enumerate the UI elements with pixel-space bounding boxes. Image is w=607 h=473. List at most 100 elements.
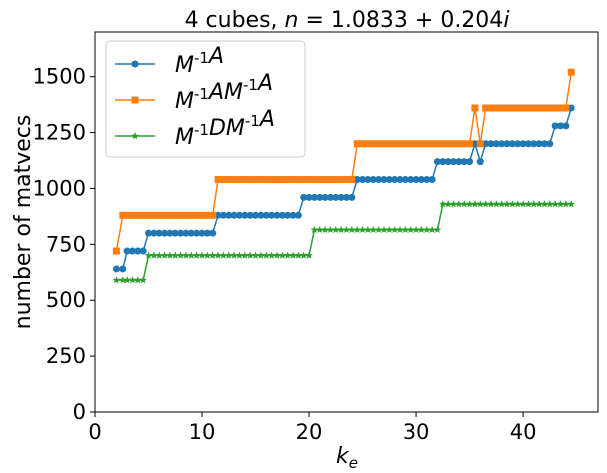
data-point — [401, 225, 410, 234]
data-point — [487, 140, 495, 148]
data-point — [246, 176, 254, 184]
data-point — [546, 140, 554, 148]
data-point — [321, 193, 329, 201]
data-point — [128, 211, 136, 219]
data-point — [460, 200, 469, 208]
data-point — [192, 251, 201, 259]
data-point — [497, 200, 506, 208]
series-star — [112, 200, 576, 284]
data-point — [535, 104, 543, 112]
x-axis-ticks: 0 10 20 30 40 — [88, 412, 536, 444]
data-point — [422, 225, 431, 234]
data-point — [476, 140, 484, 148]
data-point — [123, 247, 131, 255]
y-axis-ticks: 0 250 500 750 1000 1250 1500 — [33, 65, 95, 424]
data-point — [326, 225, 335, 234]
data-point — [519, 140, 527, 148]
chart-title: 4 cubes, n = 1.0833 + 0.204i — [185, 8, 510, 33]
legend-entry: M-1A — [115, 44, 224, 78]
data-point — [476, 200, 485, 208]
data-point — [321, 225, 329, 234]
data-point — [503, 200, 511, 208]
data-point — [155, 211, 163, 219]
data-point — [150, 229, 158, 237]
series-circle — [112, 104, 575, 273]
data-point — [407, 176, 415, 184]
data-point — [160, 251, 169, 259]
data-point — [428, 140, 436, 148]
data-point — [380, 225, 388, 234]
data-point — [540, 200, 549, 208]
data-point — [343, 193, 350, 201]
data-point — [417, 140, 425, 148]
data-point — [551, 104, 559, 112]
data-point — [161, 229, 169, 237]
data-point — [208, 251, 217, 259]
y-tick-label: 1500 — [33, 65, 86, 89]
x-tick-label: 0 — [88, 420, 101, 444]
data-point — [134, 276, 142, 284]
data-point — [112, 265, 120, 273]
data-point — [439, 200, 447, 208]
data-point — [187, 211, 195, 219]
data-point — [471, 104, 479, 112]
data-point — [390, 225, 399, 234]
data-point — [369, 176, 377, 184]
data-point — [262, 176, 270, 184]
data-point — [139, 211, 147, 219]
data-point — [187, 229, 195, 237]
data-point — [364, 225, 372, 234]
data-point — [546, 104, 554, 112]
data-point — [482, 140, 490, 148]
data-point — [193, 211, 201, 219]
data-point — [444, 140, 452, 148]
data-point — [508, 200, 517, 208]
data-point — [359, 140, 367, 148]
data-point — [278, 211, 286, 219]
data-point — [391, 140, 399, 148]
legend-marker — [131, 60, 139, 68]
data-point — [176, 251, 185, 259]
data-point — [224, 251, 233, 259]
data-point — [332, 193, 340, 201]
data-point — [119, 276, 127, 284]
data-point — [460, 158, 468, 166]
data-point — [139, 276, 147, 284]
data-point — [423, 176, 431, 184]
data-point — [177, 229, 185, 237]
data-point — [503, 104, 511, 112]
data-point — [150, 251, 158, 259]
data-point — [460, 140, 468, 148]
data-point — [332, 176, 340, 184]
data-point — [310, 225, 319, 234]
data-point — [257, 211, 265, 219]
data-point — [439, 158, 447, 166]
data-point — [273, 176, 281, 184]
data-point — [252, 211, 260, 219]
data-point — [316, 176, 324, 184]
data-point — [348, 176, 356, 184]
legend-label: M-1A — [175, 44, 224, 78]
data-point — [300, 193, 308, 201]
series-square — [112, 68, 575, 255]
data-point — [203, 211, 211, 219]
data-point — [283, 251, 292, 259]
x-axis-label: ke — [336, 444, 358, 472]
data-point — [358, 225, 367, 234]
axes-frame — [94, 31, 599, 413]
data-point — [385, 176, 393, 184]
data-point — [123, 211, 131, 219]
data-point — [551, 200, 559, 208]
data-point — [466, 140, 474, 148]
data-point — [203, 251, 212, 259]
data-point — [128, 276, 137, 284]
data-point — [171, 229, 179, 237]
data-point — [535, 200, 543, 208]
legend: M-1AM-1AM-1AM-1DM-1A — [105, 40, 306, 158]
y-tick-label: 750 — [46, 232, 86, 256]
data-point — [203, 229, 211, 237]
data-point — [321, 176, 329, 184]
data-point — [305, 193, 313, 201]
data-point — [316, 193, 324, 201]
